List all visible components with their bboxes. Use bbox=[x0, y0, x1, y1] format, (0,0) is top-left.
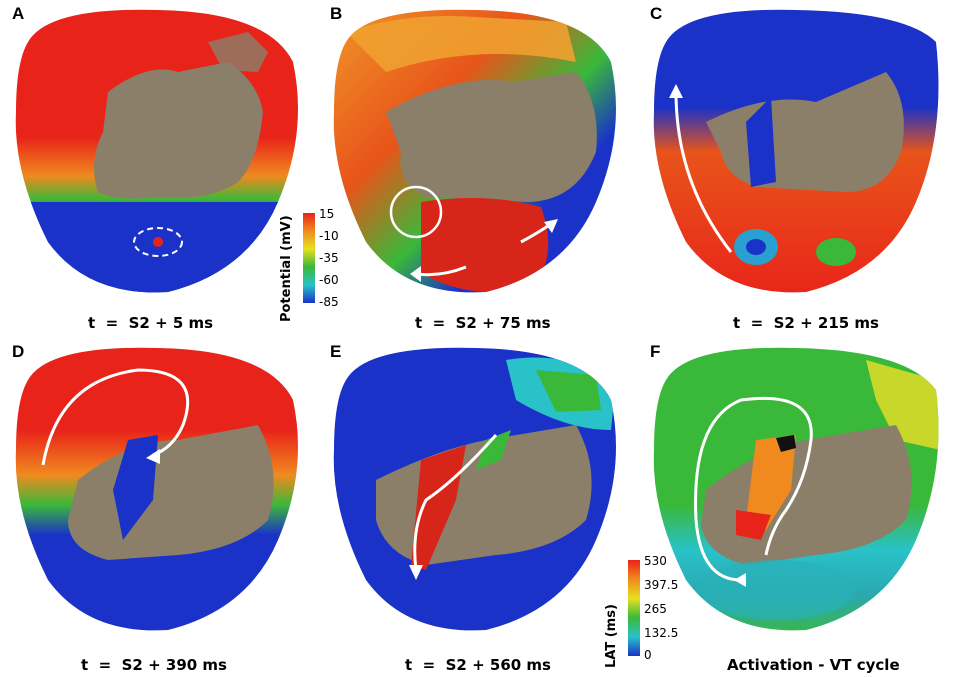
panel-label: F bbox=[650, 342, 661, 361]
panel-label: A bbox=[12, 4, 25, 23]
panel-caption: t = S2 + 560 ms bbox=[405, 656, 551, 674]
heart-map-c bbox=[653, 9, 939, 293]
lat-tick: 530 bbox=[644, 554, 667, 568]
heart-map-a bbox=[15, 9, 299, 293]
panel-caption: t = S2 + 5 ms bbox=[88, 314, 214, 332]
panel-e: E bbox=[326, 340, 626, 640]
wavefront-arrow bbox=[413, 434, 498, 571]
reentry-circuit-arrow bbox=[694, 396, 813, 582]
potential-colorbar: 15 -10 -35 -60 -85 bbox=[303, 207, 363, 313]
heart-map-e bbox=[333, 347, 617, 631]
panel-d: D bbox=[8, 340, 308, 640]
potential-colorbar-gradient bbox=[303, 213, 315, 303]
panel-a: A bbox=[8, 2, 308, 302]
panel-b: B bbox=[326, 2, 626, 302]
lat-colorbar-title: LAT (ms) bbox=[604, 604, 619, 668]
potential-tick: -85 bbox=[319, 295, 339, 309]
panel-caption: t = S2 + 390 ms bbox=[81, 656, 227, 674]
heart-map-b bbox=[333, 9, 617, 293]
panel-caption: Activation - VT cycle bbox=[727, 656, 900, 674]
panel-label: D bbox=[12, 342, 25, 361]
panel-f: F bbox=[646, 340, 946, 640]
panel-label: C bbox=[650, 4, 663, 23]
potential-tick: -60 bbox=[319, 273, 339, 287]
panel-caption: t = S2 + 215 ms bbox=[733, 314, 879, 332]
lat-tick: 397.5 bbox=[644, 578, 679, 592]
potential-tick: -10 bbox=[319, 229, 339, 243]
panel-caption: t = S2 + 75 ms bbox=[415, 314, 551, 332]
panel-label: B bbox=[330, 4, 343, 23]
wavefront-arrow bbox=[674, 91, 733, 253]
heart-map-d bbox=[15, 347, 299, 631]
lat-tick: 265 bbox=[644, 602, 667, 616]
reentry-arrow bbox=[41, 368, 190, 466]
activation-map-f bbox=[653, 347, 939, 631]
potential-tick: 15 bbox=[319, 207, 335, 221]
lat-colorbar-gradient bbox=[628, 560, 640, 656]
lat-tick: 132.5 bbox=[644, 626, 679, 640]
lat-tick: 0 bbox=[644, 648, 652, 662]
lat-colorbar: 530 397.5 265 132.5 0 bbox=[628, 554, 698, 662]
panel-label: E bbox=[330, 342, 342, 361]
panel-c: C bbox=[646, 2, 946, 302]
potential-tick: -35 bbox=[319, 251, 339, 265]
potential-colorbar-title: Potential (mV) bbox=[279, 215, 294, 322]
stim-site-marker bbox=[133, 227, 183, 257]
isthmus-circle-marker bbox=[389, 185, 443, 239]
